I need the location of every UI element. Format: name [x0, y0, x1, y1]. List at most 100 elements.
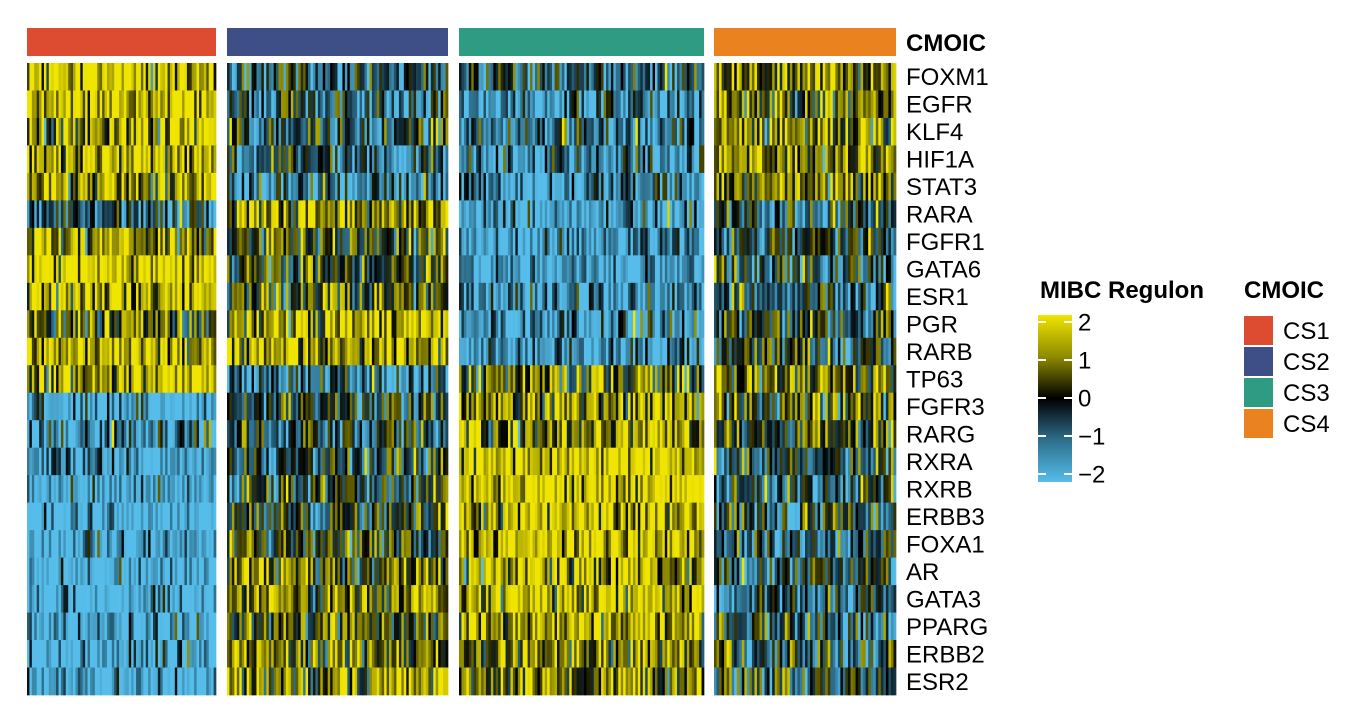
heatmap-cell — [335, 585, 338, 613]
heatmap-cell — [408, 63, 412, 91]
heatmap-cell — [630, 200, 634, 229]
heatmap-cell — [391, 585, 395, 613]
heatmap-cell — [476, 255, 479, 284]
heatmap-cell — [498, 172, 501, 201]
heatmap-cell — [620, 255, 624, 284]
heatmap-cell — [293, 502, 297, 531]
heatmap-cell — [317, 612, 321, 641]
heatmap-cell — [544, 200, 548, 229]
heatmap-cell — [406, 585, 410, 613]
heatmap-cell — [586, 117, 590, 146]
heatmap-cell — [179, 145, 183, 174]
heatmap-cell — [148, 502, 151, 531]
heatmap-cell — [148, 310, 151, 339]
heatmap-cell — [681, 337, 685, 366]
heatmap-cell — [428, 420, 432, 449]
heatmap-cell — [150, 475, 154, 503]
heatmap-cell — [379, 200, 383, 229]
heatmap-cell — [126, 392, 130, 421]
heatmap-cell — [303, 282, 306, 311]
heatmap-cell — [140, 447, 144, 476]
heatmap-cell — [466, 145, 470, 174]
heatmap-cell — [244, 227, 247, 256]
heatmap-cell — [82, 640, 86, 668]
heatmap-cell — [34, 90, 38, 119]
heatmap-cell — [527, 227, 531, 256]
heatmap-cell — [677, 255, 680, 284]
heatmap-cell — [647, 310, 651, 339]
heatmap-cell — [87, 585, 91, 613]
heatmap-cell — [559, 172, 563, 201]
heatmap-cell — [325, 63, 329, 91]
heatmap-cell — [268, 227, 272, 256]
heatmap-cell — [196, 282, 200, 311]
heatmap-cell — [618, 337, 622, 366]
heatmap-cell — [184, 640, 188, 668]
heatmap-cell — [148, 557, 151, 586]
heatmap-cell — [53, 90, 57, 119]
heatmap-cell — [430, 667, 434, 696]
heatmap-cell — [530, 255, 533, 284]
heatmap-cell — [310, 172, 314, 201]
heatmap-cell — [288, 117, 292, 146]
heatmap-cell — [77, 145, 81, 174]
heatmap-cell — [143, 475, 147, 503]
heatmap-cell — [379, 420, 383, 449]
heatmap-cell — [109, 612, 113, 641]
heatmap-cell — [443, 282, 446, 311]
heatmap-cell — [430, 337, 434, 366]
heatmap-cell — [236, 557, 240, 586]
heatmap-cell — [194, 420, 197, 449]
heatmap-cell — [153, 502, 156, 531]
heatmap-cell — [420, 475, 424, 503]
heatmap-cell — [63, 420, 67, 449]
heatmap-cell — [488, 227, 492, 256]
heatmap-cell — [632, 255, 636, 284]
heatmap-cell — [664, 117, 668, 146]
heatmap-cell — [374, 530, 378, 558]
heatmap-cell — [63, 365, 67, 394]
heatmap-cell — [503, 310, 506, 339]
heatmap-cell — [82, 310, 86, 339]
heatmap-cell — [539, 172, 543, 201]
heatmap-cell — [53, 585, 57, 613]
heatmap-cell — [564, 255, 568, 284]
heatmap-cell — [303, 117, 306, 146]
heatmap-cell — [632, 117, 636, 146]
heatmap-cell — [258, 530, 262, 558]
heatmap-cell — [393, 63, 397, 91]
heatmap-cell — [153, 310, 156, 339]
heatmap-cell — [403, 282, 407, 311]
heatmap-cell — [271, 475, 275, 503]
heatmap-cell — [231, 117, 235, 146]
heatmap-cell — [145, 420, 149, 449]
heatmap-cell — [418, 63, 422, 91]
heatmap-cell — [77, 447, 81, 476]
heatmap-cell — [102, 392, 105, 421]
heatmap-cell — [239, 392, 243, 421]
heatmap-cell — [126, 420, 130, 449]
heatmap-cell — [48, 447, 52, 476]
heatmap-cell — [106, 667, 110, 696]
heatmap-cell — [186, 365, 190, 394]
heatmap-cell — [463, 90, 467, 119]
heatmap-cell — [443, 640, 446, 668]
heatmap-cell — [148, 475, 151, 503]
heatmap-cell — [549, 310, 553, 339]
heatmap-cell — [239, 282, 243, 311]
heatmap-cell — [618, 90, 622, 119]
heatmap-cell — [344, 392, 348, 421]
heatmap-cell — [60, 420, 64, 449]
heatmap-cell — [468, 282, 472, 311]
heatmap-cell — [445, 365, 449, 394]
heatmap-cell — [650, 145, 653, 174]
heatmap-cell — [249, 255, 252, 284]
heatmap-cell — [354, 585, 358, 613]
heatmap-cell — [295, 337, 299, 366]
heatmap-cell — [231, 365, 235, 394]
heatmap-cell — [290, 640, 294, 668]
heatmap-cell — [201, 640, 205, 668]
heatmap-cell — [39, 667, 42, 696]
heatmap-cell — [31, 200, 35, 229]
heatmap-cell — [90, 227, 93, 256]
